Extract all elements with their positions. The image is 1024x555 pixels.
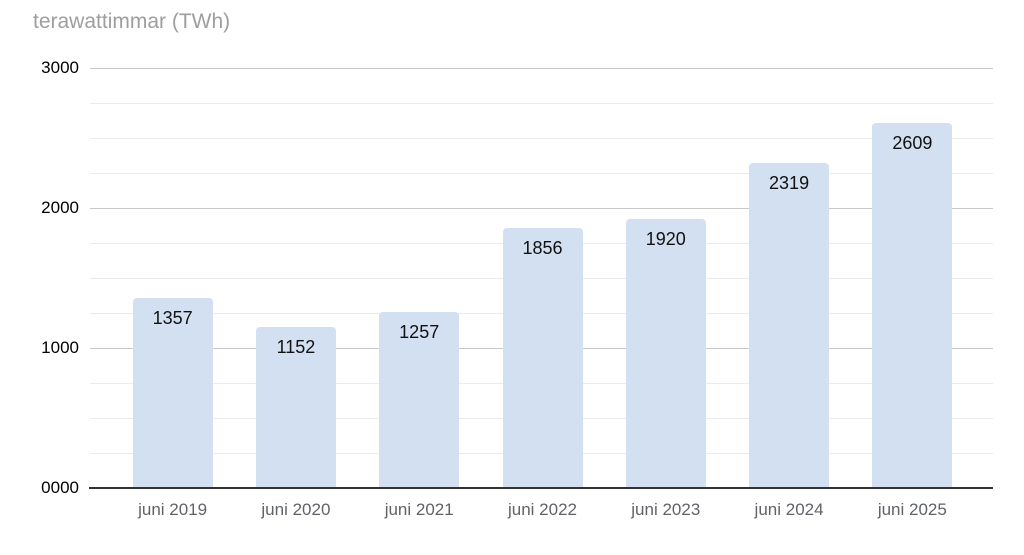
bar [502, 228, 583, 488]
x-axis-tick-label: juni 2024 [754, 500, 824, 519]
bar [625, 219, 706, 488]
bar-value-label: 1152 [276, 336, 316, 357]
major-gridline [90, 207, 993, 209]
x-axis-tick-label: juni 2020 [261, 500, 331, 519]
minor-gridline [90, 102, 993, 104]
x-axis-line [89, 487, 993, 489]
bar [255, 326, 336, 488]
bar-value-label: 2609 [892, 132, 933, 153]
chart-title: terawattimmar (TWh) [33, 10, 231, 33]
bar-value-label: 2319 [769, 173, 810, 194]
y-axis-tick-label: 3000 [41, 58, 79, 77]
x-axis-tick-label: juni 2023 [631, 500, 701, 519]
x-axis-tick-label: juni 2021 [384, 500, 454, 519]
bar [132, 298, 213, 488]
bar [872, 122, 953, 488]
x-axis-tick-label: juni 2025 [877, 500, 947, 519]
bar [749, 163, 830, 488]
y-axis-tick-label: 2000 [41, 198, 79, 217]
bar-value-label: 1257 [399, 322, 440, 343]
x-axis-tick-label: juni 2022 [507, 500, 577, 519]
bar-value-label: 1920 [645, 229, 686, 250]
bar [379, 312, 460, 488]
minor-gridline [90, 137, 993, 139]
bar-value-label: 1357 [152, 308, 193, 329]
y-axis-tick-label: 0000 [41, 478, 79, 497]
minor-gridline [90, 172, 993, 174]
y-axis-tick-label: 1000 [41, 338, 79, 357]
bar-value-label: 1856 [522, 238, 563, 259]
x-axis-tick-label: juni 2019 [138, 500, 208, 519]
major-gridline [90, 67, 993, 69]
